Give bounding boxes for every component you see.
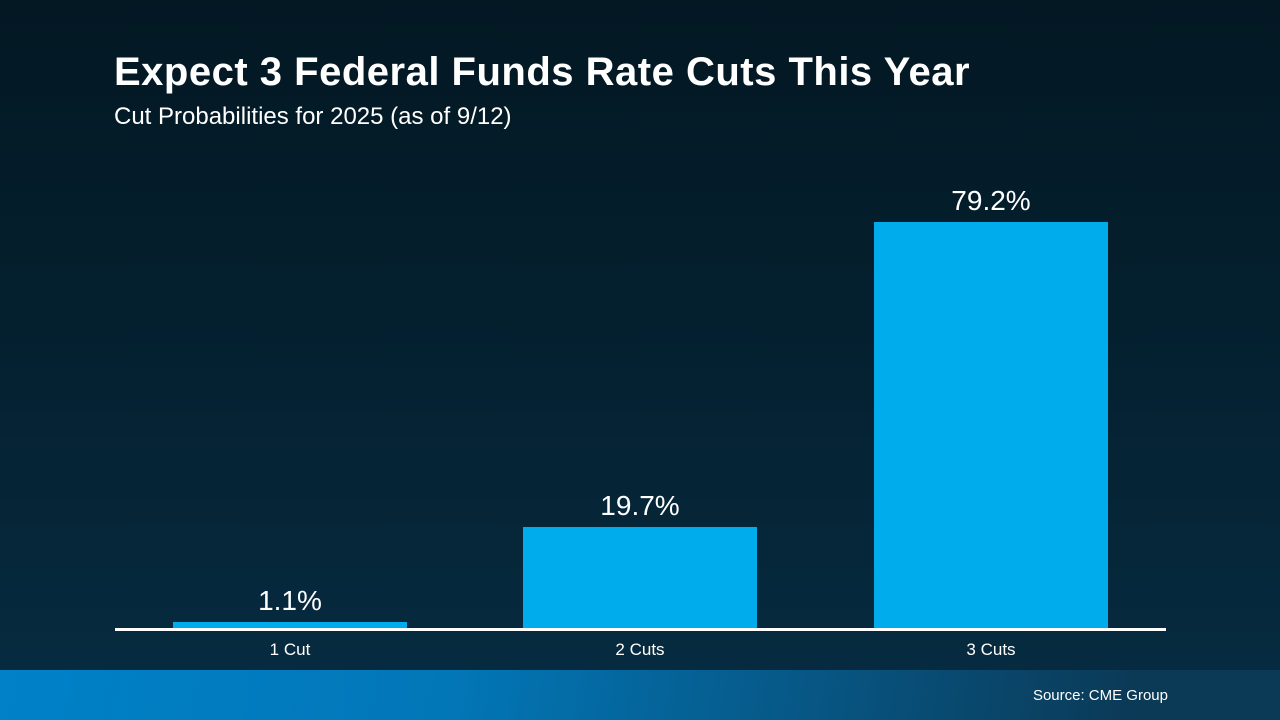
bar (874, 222, 1108, 628)
x-axis-line (115, 628, 1166, 631)
category-label: 3 Cuts (966, 640, 1016, 659)
bar (173, 622, 407, 628)
bar-value-label: 1.1% (258, 585, 322, 616)
bar-chart-plot-area: 1.1% 19.7% 79.2% (115, 160, 1166, 628)
footer-band: Source: CME Group (0, 670, 1280, 720)
page-title: Expect 3 Federal Funds Rate Cuts This Ye… (114, 50, 971, 94)
bar (523, 527, 757, 628)
bar-value-label: 19.7% (600, 490, 680, 521)
page-subtitle: Cut Probabilities for 2025 (as of 9/12) (114, 103, 512, 130)
slide-header: Expect 3 Federal Funds Rate Cuts This Ye… (114, 48, 970, 132)
category-label: 1 Cut (269, 640, 311, 659)
category-label: 2 Cuts (615, 640, 665, 659)
x-axis-category-row: 1 Cut 2 Cuts 3 Cuts (115, 639, 1166, 661)
bar-value-label: 79.2% (951, 185, 1031, 216)
source-attribution: Source: CME Group (1032, 686, 1168, 704)
